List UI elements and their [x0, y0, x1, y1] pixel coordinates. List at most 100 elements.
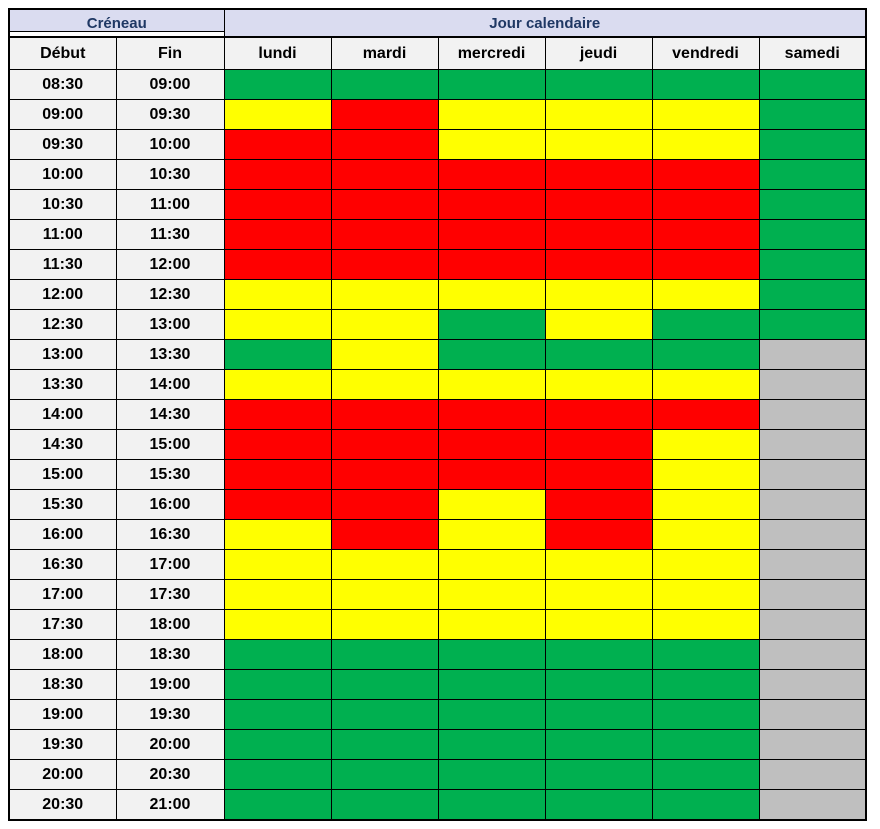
- slot-cell-mardi-14:00[interactable]: [330, 399, 439, 430]
- slot-cell-vendredi-17:30[interactable]: [651, 609, 760, 640]
- time-cell-debut[interactable]: 14:30: [8, 429, 117, 460]
- slot-cell-vendredi-14:00[interactable]: [651, 399, 760, 430]
- slot-cell-mardi-20:00[interactable]: [330, 759, 439, 790]
- slot-cell-vendredi-19:30[interactable]: [651, 729, 760, 760]
- time-cell-fin[interactable]: 13:30: [115, 339, 225, 370]
- slot-cell-mercredi-17:00[interactable]: [437, 579, 546, 610]
- slot-cell-mercredi-09:00[interactable]: [437, 99, 546, 130]
- time-cell-fin[interactable]: 12:00: [115, 249, 225, 280]
- slot-cell-jeudi-16:30[interactable]: [544, 549, 653, 580]
- slot-cell-mercredi-16:30[interactable]: [437, 549, 546, 580]
- slot-cell-jeudi-18:30[interactable]: [544, 669, 653, 700]
- slot-cell-vendredi-13:30[interactable]: [651, 369, 760, 400]
- time-cell-debut[interactable]: 10:00: [8, 159, 117, 190]
- time-cell-fin[interactable]: 21:00: [115, 789, 225, 821]
- slot-cell-jeudi-10:00[interactable]: [544, 159, 653, 190]
- slot-cell-mardi-18:30[interactable]: [330, 669, 439, 700]
- slot-cell-samedi-14:30[interactable]: [758, 429, 867, 460]
- slot-cell-mardi-11:30[interactable]: [330, 249, 439, 280]
- time-cell-debut[interactable]: 15:30: [8, 489, 117, 520]
- slot-cell-samedi-09:00[interactable]: [758, 99, 867, 130]
- time-cell-fin[interactable]: 12:30: [115, 279, 225, 310]
- slot-cell-samedi-10:00[interactable]: [758, 159, 867, 190]
- slot-cell-jeudi-09:30[interactable]: [544, 129, 653, 160]
- slot-cell-mercredi-18:00[interactable]: [437, 639, 546, 670]
- time-cell-debut[interactable]: 18:30: [8, 669, 117, 700]
- slot-cell-jeudi-19:30[interactable]: [544, 729, 653, 760]
- slot-cell-lundi-17:00[interactable]: [223, 579, 332, 610]
- time-cell-fin[interactable]: 10:00: [115, 129, 225, 160]
- time-cell-debut[interactable]: 14:00: [8, 399, 117, 430]
- slot-cell-samedi-10:30[interactable]: [758, 189, 867, 220]
- time-cell-debut[interactable]: 16:30: [8, 549, 117, 580]
- slot-cell-samedi-15:00[interactable]: [758, 459, 867, 490]
- time-cell-debut[interactable]: 20:00: [8, 759, 117, 790]
- slot-cell-mercredi-17:30[interactable]: [437, 609, 546, 640]
- slot-cell-vendredi-11:00[interactable]: [651, 219, 760, 250]
- slot-cell-lundi-11:00[interactable]: [223, 219, 332, 250]
- slot-cell-mercredi-12:00[interactable]: [437, 279, 546, 310]
- slot-cell-samedi-19:30[interactable]: [758, 729, 867, 760]
- slot-cell-lundi-17:30[interactable]: [223, 609, 332, 640]
- slot-cell-samedi-18:00[interactable]: [758, 639, 867, 670]
- slot-cell-mercredi-12:30[interactable]: [437, 309, 546, 340]
- slot-cell-lundi-08:30[interactable]: [223, 69, 332, 100]
- slot-cell-mardi-19:30[interactable]: [330, 729, 439, 760]
- time-cell-fin[interactable]: 18:00: [115, 609, 225, 640]
- slot-cell-mercredi-14:30[interactable]: [437, 429, 546, 460]
- time-cell-fin[interactable]: 09:00: [115, 69, 225, 100]
- slot-cell-mercredi-10:30[interactable]: [437, 189, 546, 220]
- slot-cell-lundi-16:30[interactable]: [223, 549, 332, 580]
- time-cell-fin[interactable]: 15:30: [115, 459, 225, 490]
- slot-cell-mercredi-14:00[interactable]: [437, 399, 546, 430]
- time-cell-debut[interactable]: 09:00: [8, 99, 117, 130]
- time-cell-fin[interactable]: 15:00: [115, 429, 225, 460]
- time-cell-fin[interactable]: 09:30: [115, 99, 225, 130]
- time-cell-debut[interactable]: 17:00: [8, 579, 117, 610]
- time-cell-fin[interactable]: 17:30: [115, 579, 225, 610]
- slot-cell-mercredi-13:00[interactable]: [437, 339, 546, 370]
- slot-cell-lundi-10:30[interactable]: [223, 189, 332, 220]
- slot-cell-samedi-13:00[interactable]: [758, 339, 867, 370]
- time-cell-fin[interactable]: 11:00: [115, 189, 225, 220]
- slot-cell-mardi-10:00[interactable]: [330, 159, 439, 190]
- slot-cell-mardi-17:00[interactable]: [330, 579, 439, 610]
- slot-cell-mardi-16:00[interactable]: [330, 519, 439, 550]
- time-cell-debut[interactable]: 15:00: [8, 459, 117, 490]
- slot-cell-mardi-17:30[interactable]: [330, 609, 439, 640]
- slot-cell-vendredi-16:00[interactable]: [651, 519, 760, 550]
- slot-cell-vendredi-10:00[interactable]: [651, 159, 760, 190]
- slot-cell-lundi-20:00[interactable]: [223, 759, 332, 790]
- slot-cell-jeudi-14:30[interactable]: [544, 429, 653, 460]
- time-cell-debut[interactable]: 11:30: [8, 249, 117, 280]
- slot-cell-lundi-15:30[interactable]: [223, 489, 332, 520]
- slot-cell-vendredi-09:30[interactable]: [651, 129, 760, 160]
- slot-cell-samedi-11:00[interactable]: [758, 219, 867, 250]
- slot-cell-vendredi-08:30[interactable]: [651, 69, 760, 100]
- slot-cell-samedi-15:30[interactable]: [758, 489, 867, 520]
- time-cell-fin[interactable]: 19:00: [115, 669, 225, 700]
- slot-cell-mardi-10:30[interactable]: [330, 189, 439, 220]
- time-cell-fin[interactable]: 16:00: [115, 489, 225, 520]
- time-cell-fin[interactable]: 11:30: [115, 219, 225, 250]
- slot-cell-jeudi-12:30[interactable]: [544, 309, 653, 340]
- time-cell-fin[interactable]: 13:00: [115, 309, 225, 340]
- slot-cell-mardi-12:30[interactable]: [330, 309, 439, 340]
- slot-cell-jeudi-11:30[interactable]: [544, 249, 653, 280]
- slot-cell-mercredi-10:00[interactable]: [437, 159, 546, 190]
- slot-cell-samedi-09:30[interactable]: [758, 129, 867, 160]
- slot-cell-samedi-16:00[interactable]: [758, 519, 867, 550]
- slot-cell-lundi-14:00[interactable]: [223, 399, 332, 430]
- time-cell-debut[interactable]: 12:30: [8, 309, 117, 340]
- slot-cell-mardi-15:30[interactable]: [330, 489, 439, 520]
- slot-cell-jeudi-20:30[interactable]: [544, 789, 653, 821]
- slot-cell-vendredi-20:30[interactable]: [651, 789, 760, 821]
- slot-cell-vendredi-20:00[interactable]: [651, 759, 760, 790]
- slot-cell-vendredi-18:00[interactable]: [651, 639, 760, 670]
- time-cell-debut[interactable]: 10:30: [8, 189, 117, 220]
- slot-cell-samedi-11:30[interactable]: [758, 249, 867, 280]
- slot-cell-lundi-13:00[interactable]: [223, 339, 332, 370]
- time-cell-debut[interactable]: 09:30: [8, 129, 117, 160]
- slot-cell-jeudi-19:00[interactable]: [544, 699, 653, 730]
- slot-cell-lundi-15:00[interactable]: [223, 459, 332, 490]
